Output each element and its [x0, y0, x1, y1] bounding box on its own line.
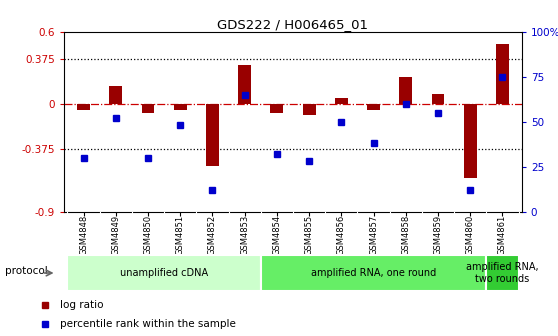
Bar — [367, 104, 380, 110]
Text: GSM4853: GSM4853 — [240, 215, 249, 255]
Text: GSM4861: GSM4861 — [498, 215, 507, 255]
Bar — [496, 44, 509, 104]
Bar — [174, 104, 186, 110]
Bar — [142, 104, 155, 114]
Text: GSM4850: GSM4850 — [143, 215, 152, 255]
Text: GSM4859: GSM4859 — [434, 215, 442, 255]
Text: GSM4855: GSM4855 — [305, 215, 314, 255]
Text: GSM4860: GSM4860 — [466, 215, 475, 255]
Bar — [302, 104, 315, 115]
Text: amplified RNA, one round: amplified RNA, one round — [311, 268, 436, 278]
Text: log ratio: log ratio — [60, 300, 103, 309]
Text: GSM4857: GSM4857 — [369, 215, 378, 255]
Text: GSM4852: GSM4852 — [208, 215, 217, 255]
Bar — [400, 78, 412, 104]
Text: unamplified cDNA: unamplified cDNA — [120, 268, 208, 278]
Text: GSM4848: GSM4848 — [79, 215, 88, 255]
Bar — [271, 104, 283, 114]
Text: amplified RNA,
two rounds: amplified RNA, two rounds — [466, 262, 538, 284]
Text: GSM4851: GSM4851 — [176, 215, 185, 255]
Bar — [206, 104, 219, 166]
Text: GSM4858: GSM4858 — [401, 215, 410, 255]
Title: GDS222 / H006465_01: GDS222 / H006465_01 — [218, 18, 368, 31]
Bar — [431, 94, 444, 104]
Text: protocol: protocol — [5, 266, 48, 276]
Bar — [335, 98, 348, 104]
Bar — [238, 66, 251, 104]
Bar — [109, 86, 122, 104]
Text: GSM4854: GSM4854 — [272, 215, 281, 255]
Bar — [486, 255, 518, 291]
Text: GSM4856: GSM4856 — [337, 215, 346, 255]
Bar — [77, 104, 90, 110]
Bar — [464, 104, 477, 178]
Bar — [261, 255, 486, 291]
Bar — [68, 255, 261, 291]
Text: GSM4849: GSM4849 — [111, 215, 120, 255]
Text: percentile rank within the sample: percentile rank within the sample — [60, 319, 236, 329]
